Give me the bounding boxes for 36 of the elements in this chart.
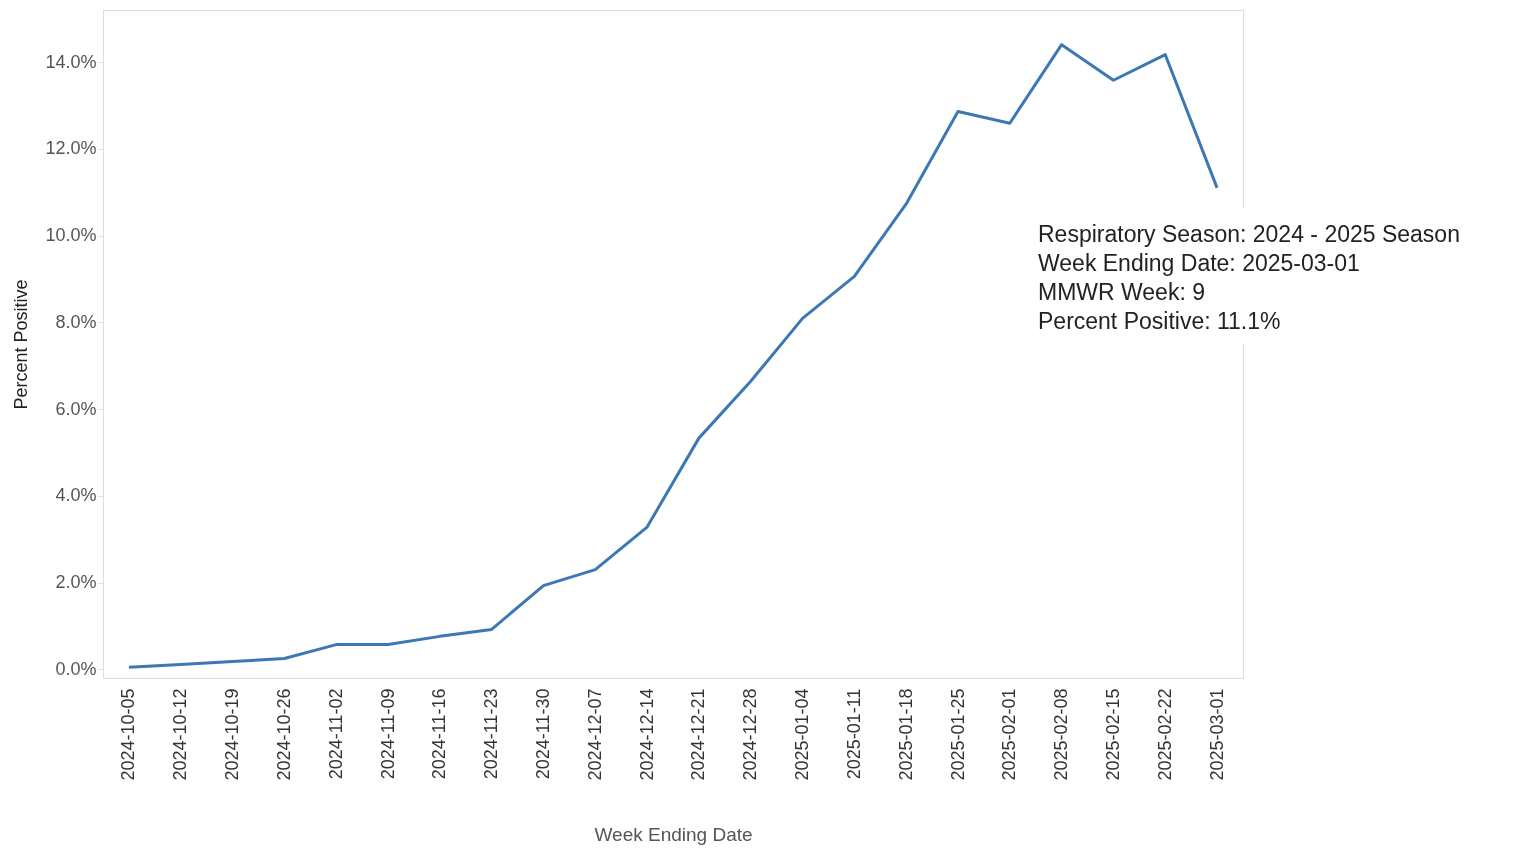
x-tick-label: 2024-10-12 — [170, 688, 191, 781]
annotation: Week Ending Date: 2025-03-01 — [1038, 250, 1360, 276]
x-tick-label: 2025-01-04 — [792, 688, 813, 781]
x-tick-label: 2024-10-05 — [118, 688, 139, 781]
x-tick-label: 2024-12-14 — [636, 688, 657, 781]
y-tick-label: 8.0% — [55, 311, 97, 332]
annotation: MMWR Week: 9 — [1038, 279, 1205, 305]
x-tick-label: 2025-02-15 — [1102, 688, 1123, 781]
x-tick-label: 2024-11-09 — [377, 688, 398, 780]
annotation: Respiratory Season: 2024 - 2025 Season — [1038, 221, 1460, 247]
x-tick-label: 2025-01-25 — [947, 688, 968, 781]
x-tick-label: 2025-02-01 — [999, 688, 1020, 781]
y-tick-label: 6.0% — [55, 398, 97, 419]
x-tick-label: 2024-10-26 — [273, 688, 294, 781]
x-tick-label: 2024-10-19 — [222, 688, 243, 781]
y-tick-label: 14.0% — [45, 51, 97, 72]
y-tick-label: 10.0% — [45, 225, 97, 246]
x-tick-label: 2025-02-22 — [1154, 688, 1175, 781]
y-tick-label: 0.0% — [55, 658, 97, 679]
x-tick-label: 2024-12-21 — [688, 688, 709, 781]
x-tick-label: 2025-01-11 — [843, 688, 864, 780]
x-axis-title: Week Ending Date — [594, 823, 753, 845]
x-tick-label: 2024-11-16 — [429, 688, 450, 780]
x-tick-label: 2025-01-18 — [895, 688, 916, 781]
annotation: Percent Positive: 11.1% — [1038, 308, 1281, 334]
x-tick-label: 2024-12-28 — [740, 688, 761, 781]
x-tick-label: 2024-11-02 — [325, 688, 346, 780]
x-tick-label: 2025-03-01 — [1206, 688, 1227, 781]
x-tick-label: 2025-02-08 — [1051, 688, 1072, 781]
x-tick-label: 2024-12-07 — [584, 688, 605, 781]
x-tick-label: 2024-11-23 — [481, 688, 502, 780]
y-tick-label: 4.0% — [55, 485, 97, 506]
x-tick-label: 2024-11-30 — [532, 688, 553, 780]
y-tick-label: 12.0% — [45, 138, 97, 159]
y-axis-title: Percent Positive — [11, 279, 32, 410]
y-tick-label: 2.0% — [55, 572, 97, 593]
